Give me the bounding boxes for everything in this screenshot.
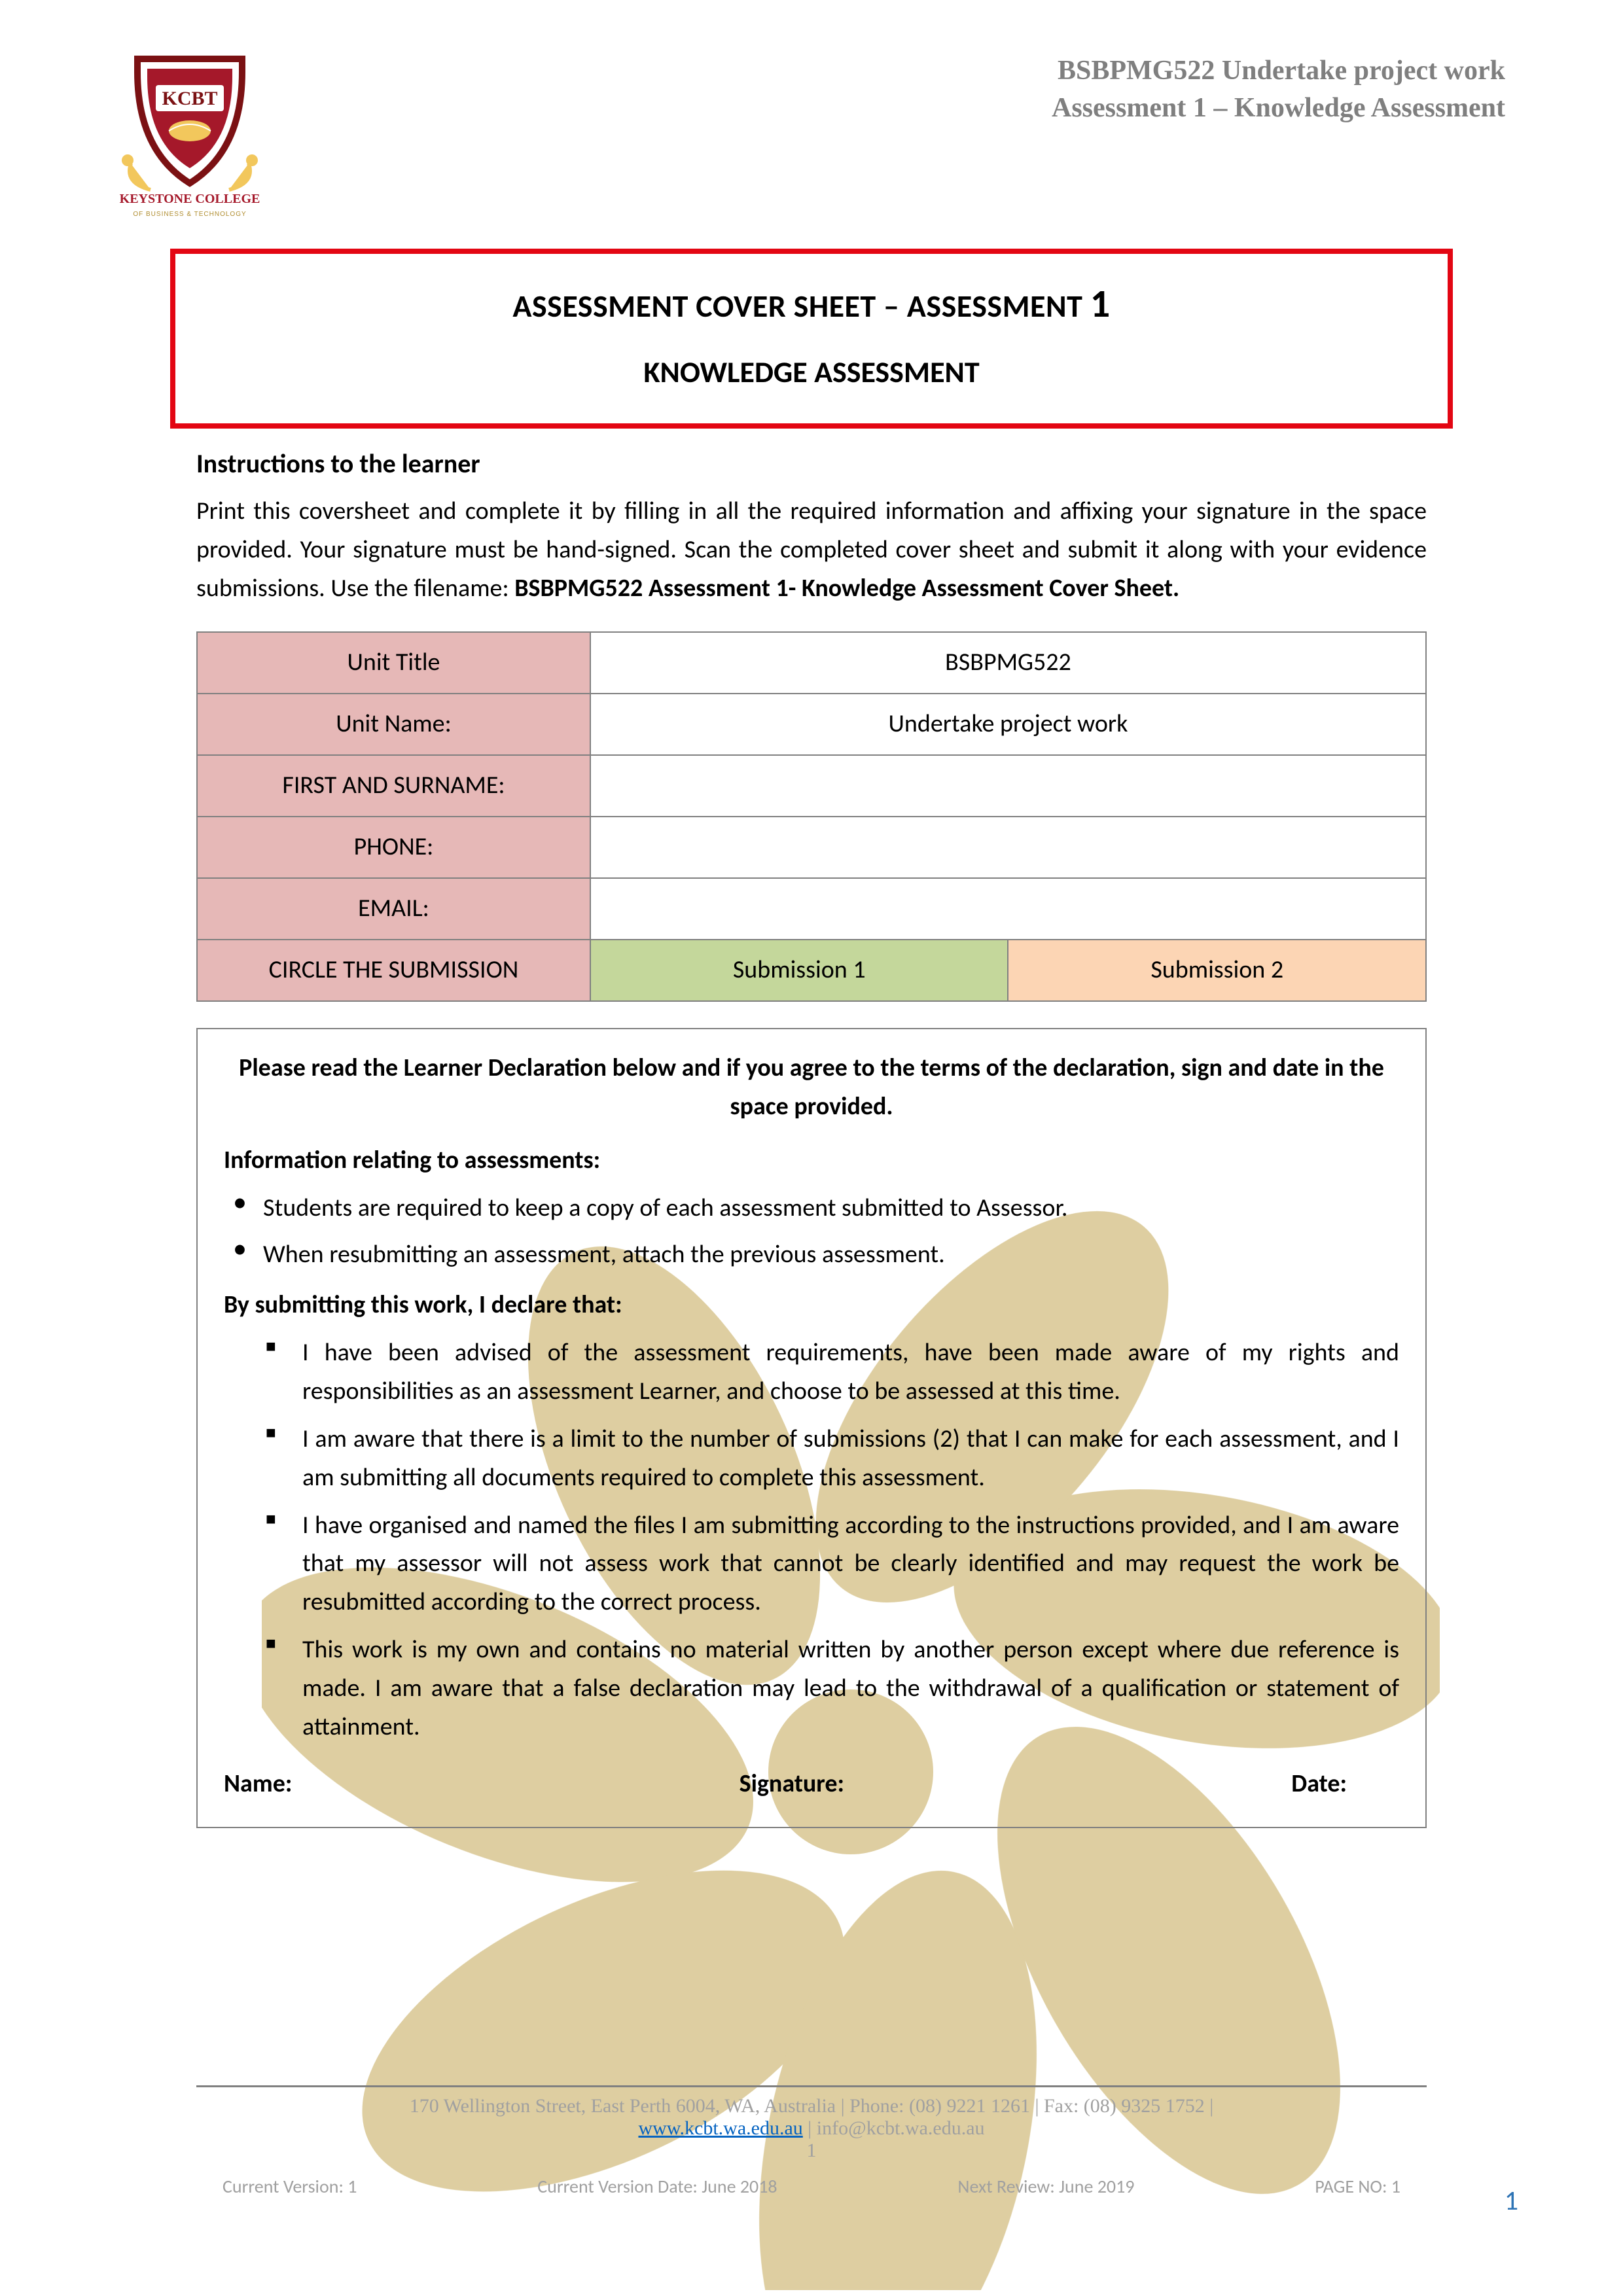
footer-rule (196, 2085, 1427, 2087)
sign-name-label: Name: (224, 1765, 292, 1803)
name-value[interactable] (590, 755, 1426, 817)
list-item: I am aware that there is a limit to the … (263, 1420, 1399, 1497)
table-row: Unit Title BSBPMG522 (197, 632, 1426, 694)
footer-middle-num: 1 (196, 2140, 1427, 2162)
footer-contact-line: www.kcbt.wa.edu.au | info@kcbt.wa.edu.au (196, 2117, 1427, 2140)
list-item: Students are required to keep a copy of … (224, 1189, 1399, 1227)
unit-name-label: Unit Name: (197, 694, 590, 755)
submission-label: CIRCLE THE SUBMISSION (197, 940, 590, 1001)
table-row: Unit Name: Undertake project work (197, 694, 1426, 755)
footer-version-date: Current Version Date: June 2018 (537, 2175, 777, 2198)
declare-list: I have been advised of the assessment re… (224, 1333, 1399, 1746)
declaration-box: Please read the Learner Declaration belo… (196, 1028, 1427, 1828)
main-content: Instructions to the learner Print this c… (196, 432, 1427, 1828)
table-row: FIRST AND SURNAME: (197, 755, 1426, 817)
footer-meta-row: Current Version: 1 Current Version Date:… (196, 2175, 1427, 2198)
instructions-heading: Instructions to the learner (196, 444, 1427, 484)
email-label: EMAIL: (197, 878, 590, 940)
svg-text:KCBT: KCBT (162, 88, 217, 109)
side-page-number: 1 (1505, 2184, 1518, 2217)
assessment-title-box: ASSESSMENT COVER SHEET – ASSESSMENT 1 KN… (170, 249, 1453, 429)
name-label: FIRST AND SURNAME: (197, 755, 590, 817)
table-row: CIRCLE THE SUBMISSION Submission 1 Submi… (197, 940, 1426, 1001)
footer-version: Current Version: 1 (223, 2175, 357, 2198)
unit-title-value: BSBPMG522 (590, 632, 1426, 694)
footer-address: 170 Wellington Street, East Perth 6004, … (196, 2095, 1427, 2117)
page-header: KCBT KEYSTONE COLLEGE OF BUSINESS & TECH… (118, 52, 1505, 226)
footer-next-review: Next Review: June 2019 (957, 2175, 1134, 2198)
list-item: I have organised and named the files I a… (263, 1506, 1399, 1622)
title-line1: ASSESSMENT COVER SHEET – ASSESSMENT 1 (195, 280, 1428, 328)
table-row: EMAIL: (197, 878, 1426, 940)
footer-email: info@kcbt.wa.edu.au (817, 2117, 985, 2139)
phone-label: PHONE: (197, 817, 590, 878)
email-value[interactable] (590, 878, 1426, 940)
footer-page-no: PAGE NO: 1 (1315, 2175, 1400, 2198)
header-title-block: BSBPMG522 Undertake project work Assessm… (1052, 52, 1505, 126)
header-line2: Assessment 1 – Knowledge Assessment (1052, 90, 1505, 127)
list-item: When resubmitting an assessment, attach … (224, 1235, 1399, 1274)
list-item: I have been advised of the assessment re… (263, 1333, 1399, 1411)
logo-college-name: KEYSTONE COLLEGE (120, 192, 260, 206)
list-item: This work is my own and contains no mate… (263, 1631, 1399, 1746)
svg-text:OF BUSINESS & TECHNOLOGY: OF BUSINESS & TECHNOLOGY (133, 211, 246, 218)
submission-1-cell[interactable]: Submission 1 (590, 940, 1008, 1001)
submission-2-cell[interactable]: Submission 2 (1008, 940, 1426, 1001)
student-info-table: Unit Title BSBPMG522 Unit Name: Undertak… (196, 631, 1427, 1002)
sign-date-label: Date: (1291, 1765, 1347, 1803)
signature-row: Name: Signature: Date: (224, 1765, 1399, 1803)
phone-value[interactable] (590, 817, 1426, 878)
info-list: Students are required to keep a copy of … (224, 1189, 1399, 1274)
unit-title-label: Unit Title (197, 632, 590, 694)
page-footer: 170 Wellington Street, East Perth 6004, … (196, 2085, 1427, 2198)
footer-web-link[interactable]: www.kcbt.wa.edu.au (638, 2117, 802, 2139)
instructions-body: Print this coversheet and complete it by… (196, 492, 1427, 608)
declare-heading: By submitting this work, I declare that: (224, 1286, 1399, 1324)
unit-name-value: Undertake project work (590, 694, 1426, 755)
header-line1: BSBPMG522 Undertake project work (1052, 52, 1505, 90)
title-line2: KNOWLEDGE ASSESSMENT (195, 354, 1428, 391)
info-heading: Information relating to assessments: (224, 1141, 1399, 1180)
table-row: PHONE: (197, 817, 1426, 878)
declaration-intro: Please read the Learner Declaration belo… (224, 1049, 1399, 1126)
kcbt-logo: KCBT KEYSTONE COLLEGE OF BUSINESS & TECH… (118, 52, 262, 226)
sign-signature-label: Signature: (740, 1765, 844, 1803)
